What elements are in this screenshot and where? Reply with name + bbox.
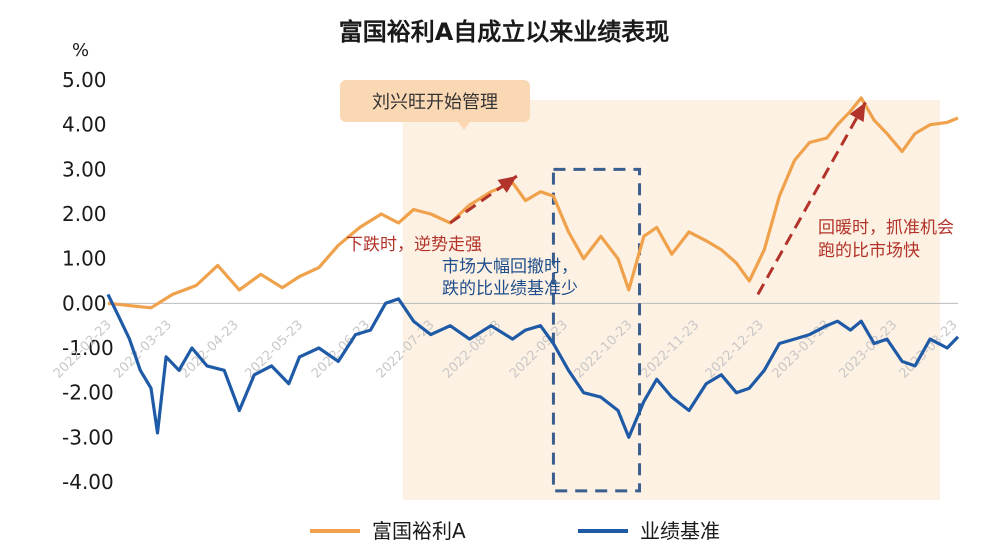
- rebound-annotation-line2: 跑的比市场快: [818, 241, 920, 261]
- y-tick-label: -2.00: [62, 381, 114, 405]
- y-tick-label: 1.00: [62, 247, 107, 271]
- y-tick-label: -3.00: [62, 425, 114, 449]
- legend-label-benchmark: 业绩基准: [640, 519, 720, 543]
- fund-series-line: [107, 96, 959, 310]
- trend-arrow-head-1: [497, 176, 517, 193]
- fall-strong-annotation: 下跌时，逆势走强: [346, 235, 482, 255]
- y-tick-label: 0.00: [62, 291, 107, 315]
- x-tick-label: 2022-04-23: [178, 318, 242, 382]
- y-tick-label: 4.00: [62, 113, 107, 137]
- market-drop-annotation-line1: 市场大幅回撤时，: [442, 257, 578, 277]
- legend-label-fund: 富国裕利A: [372, 519, 466, 543]
- management-period-highlight: [402, 100, 940, 500]
- benchmark-series-line: [106, 293, 960, 439]
- trend-arrows: [449, 101, 867, 296]
- market-drop-dashed-box: [551, 167, 642, 493]
- chart-title: 富国裕利A自成立以来业绩表现: [339, 18, 670, 46]
- x-tick-label: 2022-05-23: [242, 318, 306, 382]
- y-tick-label: -4.00: [62, 470, 114, 494]
- y-axis-ticks: 5.00 4.00 3.00 2.00 1.00 0.00 -1.00 -2.00 -3.00 -…: [62, 68, 114, 494]
- legend: 富国裕利A 业绩基准: [310, 519, 720, 543]
- y-tick-label: 2.00: [62, 202, 107, 226]
- manager-callout: 刘兴旺开始管理: [340, 80, 530, 130]
- manager-callout-text: 刘兴旺开始管理: [372, 92, 498, 113]
- rebound-annotation-line1: 回暖时，抓准机会: [818, 218, 954, 238]
- market-drop-annotation-line2: 跌的比业绩基准少: [442, 279, 578, 299]
- series-lines: [106, 96, 960, 439]
- trend-arrow-head-2: [849, 102, 866, 122]
- y-tick-label: 3.00: [62, 157, 107, 181]
- y-axis-unit: %: [72, 40, 89, 61]
- y-tick-label: -1.00: [62, 336, 114, 360]
- y-tick-label: 5.00: [62, 68, 107, 92]
